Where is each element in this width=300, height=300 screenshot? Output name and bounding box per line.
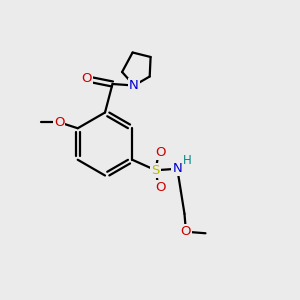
Text: O: O — [181, 225, 191, 238]
Text: O: O — [82, 71, 92, 85]
Text: O: O — [155, 146, 166, 159]
Text: O: O — [54, 116, 64, 129]
Text: N: N — [129, 79, 139, 92]
Text: S: S — [152, 164, 160, 177]
Text: N: N — [172, 162, 182, 175]
Text: O: O — [155, 181, 166, 194]
Text: H: H — [182, 154, 191, 167]
